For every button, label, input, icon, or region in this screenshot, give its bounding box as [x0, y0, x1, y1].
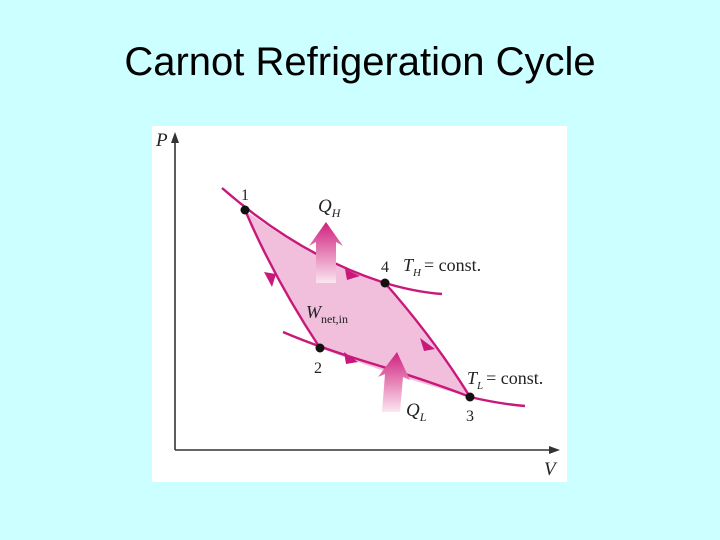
adiabat-3-4: [384, 282, 472, 398]
isotherm-high-label: TH = const.: [403, 255, 481, 279]
state-label-4: 4: [381, 259, 389, 276]
isotherm-low-symbol: T: [467, 368, 479, 388]
direction-arrow-3-4: [420, 338, 435, 351]
isotherm-high-subscript: H: [412, 267, 422, 279]
direction-arrow-4-1: [345, 269, 360, 280]
y-axis-label: P: [155, 130, 168, 151]
heat-in-arrow: [378, 352, 410, 412]
isotherm-high-text: = const.: [424, 255, 481, 275]
state-label-3: 3: [466, 408, 474, 425]
state-point-2: [315, 343, 325, 353]
isotherm-low-subscript: L: [476, 380, 483, 392]
heat-in-subscript: L: [419, 410, 427, 424]
state-point-1: [240, 205, 250, 215]
heat-in-label: QL: [406, 400, 427, 424]
adiabat-1-2: [243, 209, 322, 349]
heat-in-symbol: Q: [406, 400, 420, 421]
state-point-3: [465, 392, 475, 402]
x-axis-label: V: [544, 459, 558, 480]
y-axis-arrowhead: [171, 132, 179, 143]
direction-arrow-2-3: [344, 352, 358, 364]
heat-out-arrow: [309, 222, 343, 283]
work-symbol: W: [306, 302, 323, 322]
state-label-2: 2: [314, 360, 322, 377]
direction-arrow-1-2: [264, 272, 276, 287]
work-subscript: net,in: [321, 312, 348, 326]
cycle-region: [245, 210, 470, 397]
slide-title: Carnot Refrigeration Cycle: [124, 40, 596, 84]
work-label: Wnet,in: [306, 302, 348, 326]
heat-out-label: QH: [318, 196, 342, 220]
heat-out-subscript: H: [331, 206, 342, 220]
state-label-1: 1: [241, 187, 249, 204]
isotherm-high-symbol: T: [403, 255, 415, 275]
x-axis-arrowhead: [549, 446, 560, 454]
state-point-4: [380, 278, 390, 288]
isotherm-low-text: = const.: [486, 368, 543, 388]
heat-out-symbol: Q: [318, 196, 332, 217]
isotherm-high: [221, 187, 443, 296]
isotherm-low-label: TL = const.: [467, 368, 543, 392]
